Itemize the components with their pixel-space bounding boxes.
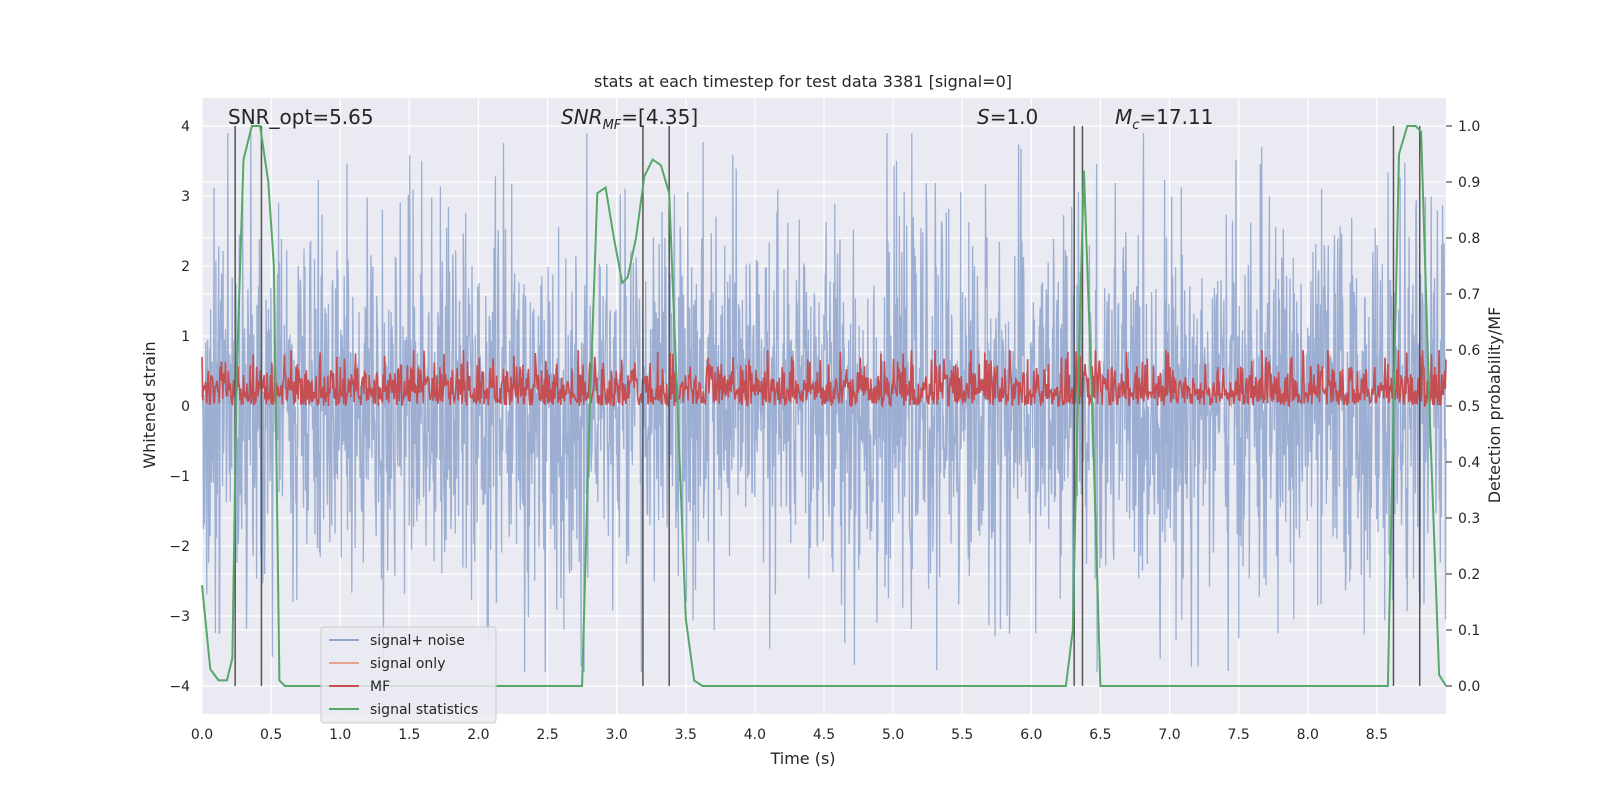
legend-label-signal-only: signal only [370,656,445,672]
x-tick-label: 2.5 [536,727,558,743]
x-tick-label: 1.0 [329,727,351,743]
series-signal-noise [201,132,1447,673]
x-tick-label: 7.0 [1158,727,1180,743]
y-right-tick-label: 0.6 [1458,343,1480,359]
y-right-tick-label: 0.3 [1458,511,1480,527]
annotation-s-prefix: S [977,105,990,129]
annotation-s-value: =1.0 [990,105,1039,129]
y-right-tick-label: 0.0 [1458,679,1480,695]
legend-label-mf: MF [370,679,390,695]
legend-label-signal-statistics: signal statistics [370,702,478,718]
annotation-snr-mf: SNRMF=[4.35] [561,105,698,133]
y-left-tick-label: 0 [181,399,190,415]
legend-box [320,626,497,724]
y-right-tick-label: 0.1 [1458,623,1480,639]
y-left-tick-label: 4 [181,119,190,135]
x-tick-label: 7.5 [1228,727,1250,743]
y-left-tick-label: −2 [169,539,190,555]
annotation-mc-sub: c [1132,118,1139,133]
chart-title: stats at each timestep for test data 338… [594,72,1012,91]
y-right-tick-label: 0.9 [1458,175,1480,191]
signal-noise-line [201,132,1447,673]
x-tick-label: 3.0 [606,727,628,743]
x-tick-label: 5.0 [882,727,904,743]
annotation-snr-mf-sub: MF [603,118,622,133]
y-right-tick-label: 0.8 [1458,231,1480,247]
x-tick-label: 6.0 [1020,727,1042,743]
x-tick-label: 8.5 [1366,727,1388,743]
annotation-s: S=1.0 [977,105,1038,129]
y-left-tick-label: 3 [181,189,190,205]
x-tick-label: 2.0 [467,727,489,743]
x-tick-label: 1.5 [398,727,420,743]
annotation-mc-value: =17.11 [1139,105,1213,129]
x-tick-label: 4.5 [813,727,835,743]
y-left-tick-label: −4 [169,679,190,695]
x-tick-label: 0.0 [191,727,213,743]
x-ticks: 0.0 0.5 1.0 1.5 2.0 2.5 3.0 3.5 4.0 4.5 5.0 5.5 6.0 6… [191,727,1388,743]
y-right-tick-label: 0.7 [1458,287,1480,303]
series-signal-statistics [201,125,1447,687]
y-left-ticks: 4 3 2 1 0 −1 −2 −3 −4 [169,119,190,695]
y-left-tick-label: 2 [181,259,190,275]
mf-line [201,349,1447,409]
x-tick-label: 3.5 [675,727,697,743]
y-left-tick-label: −1 [169,469,190,485]
y-left-axis-label: Whitened strain [140,341,159,468]
annotation-snr-opt: SNR_opt=5.65 [228,105,374,129]
x-tick-label: 0.5 [260,727,282,743]
y-left-tick-label: −3 [169,609,190,625]
y-right-tick-label: 0.5 [1458,399,1480,415]
x-tick-label: 5.5 [951,727,973,743]
legend: signal+ noise signal only MF signal stat… [320,626,497,724]
annotation-snr-mf-prefix: SNR [561,105,603,129]
x-tick-label: 4.0 [744,727,766,743]
y-right-tick-label: 1.0 [1458,119,1480,135]
annotation-mc: Mc=17.11 [1115,105,1213,133]
annotation-snr-mf-value: =[4.35] [621,105,698,129]
y-right-tick-label: 0.2 [1458,567,1480,583]
legend-label-signal-noise: signal+ noise [370,633,465,649]
x-tick-label: 8.0 [1297,727,1319,743]
annotation-mc-prefix: M [1115,105,1132,129]
signal-statistics-line [201,125,1447,687]
x-tick-label: 6.5 [1089,727,1111,743]
y-right-ticks: 1.0 0.9 0.8 0.7 0.6 0.5 0.4 0.3 0.2 0.1 0.0 [1446,119,1480,695]
y-right-axis-label: Detection probability/MF [1485,307,1504,504]
x-axis-label: Time (s) [769,749,835,768]
series-mf [201,349,1447,409]
y-left-tick-label: 1 [181,329,190,345]
y-right-tick-label: 0.4 [1458,455,1480,471]
